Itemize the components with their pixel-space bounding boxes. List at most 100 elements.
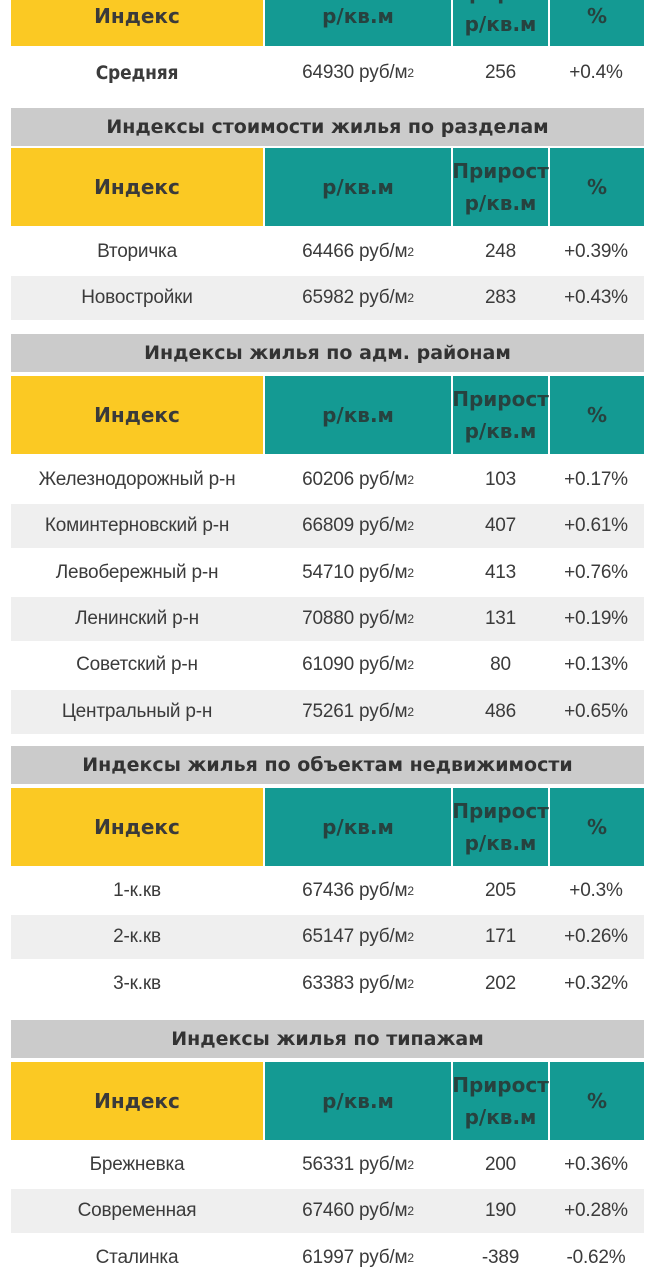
header-index-cell: Индекс: [11, 1062, 263, 1140]
row-price-value: 75261 руб/м: [302, 700, 408, 722]
unit-exponent: 2: [407, 1204, 414, 1219]
unit-exponent: 2: [407, 976, 414, 991]
header-index-label: Индекс: [94, 815, 180, 839]
row-price: 64930 руб/м 2: [302, 62, 414, 83]
row-pct: +0.26%: [564, 926, 628, 948]
row-label: Железнодорожный р-н: [38, 469, 236, 490]
row-price: 64466 руб/м 2: [263, 230, 453, 274]
row-label: 3-к.кв: [113, 972, 161, 994]
table-row: Новостройки 65982 руб/м 2 283 +0.43%: [11, 276, 644, 321]
section-title: Индексы жилья по адм. районам: [11, 334, 644, 372]
table-row: Сталинка 61997 руб/м 2 -389 -0.62%: [11, 1236, 644, 1280]
row-growth: 486: [484, 700, 517, 722]
row-growth: 407: [484, 515, 517, 537]
row-price: 54710 руб/м 2: [263, 551, 453, 595]
row-growth: 131: [484, 607, 517, 629]
header-growth-cell: Прирост р/кв.м: [452, 788, 549, 866]
row-label: Советский р-н: [76, 654, 198, 676]
unit-exponent: 2: [407, 565, 414, 580]
unit-exponent: 2: [407, 291, 414, 306]
row-pct: +0.61%: [564, 515, 628, 537]
row-label: Центральный р-н: [61, 700, 213, 722]
header-price-label: р/кв.м: [322, 815, 394, 839]
header-pct-cell: %: [550, 376, 644, 454]
unit-exponent: 2: [407, 704, 414, 719]
header-pct-label: %: [586, 4, 608, 28]
unit-exponent: 2: [407, 1158, 414, 1172]
unit-exponent: 2: [407, 1250, 414, 1265]
row-pct: +0.39%: [564, 241, 628, 262]
row-pct: +0.76%: [564, 561, 628, 583]
header-index-cell: Индекс: [11, 148, 263, 226]
table-row: Железнодорожный р-н 60206 руб/м 2 103 +0.17%: [11, 458, 644, 502]
row-growth: 283: [484, 287, 517, 309]
header-growth-label-top: Прирост: [452, 159, 549, 183]
row-price: 70880 руб/м 2: [263, 597, 453, 641]
header-pct-label: %: [586, 1089, 608, 1113]
table-row: Вторичка 64466 руб/м 2 248 +0.39%: [11, 230, 644, 274]
table-row: Коминтерновский р-н 66809 руб/м 2 407 +0.61%: [11, 504, 644, 549]
row-label: Коминтерновский р-н: [44, 515, 230, 537]
row-pct: +0.36%: [564, 1154, 628, 1175]
table-row: 2-к.кв 65147 руб/м 2 171 +0.26%: [11, 915, 644, 960]
row-growth: 80: [490, 654, 511, 676]
header-pct-label: %: [586, 403, 608, 427]
row-price-value: 67436 руб/м: [302, 880, 408, 901]
row-price-value: 61090 руб/м: [302, 654, 408, 676]
row-pct: +0.17%: [564, 469, 628, 490]
unit-exponent: 2: [407, 245, 414, 259]
row-label: 1-к.кв: [113, 880, 161, 901]
table-row: Центральный р-н 75261 руб/м 2 486 +0.65%: [11, 689, 644, 734]
header-growth-label-top: Прирост: [452, 0, 549, 8]
row-pct: +0.3%: [569, 880, 623, 901]
unit-exponent: 2: [407, 519, 414, 534]
row-growth: 103: [484, 469, 517, 490]
row-growth: 413: [484, 561, 517, 583]
header-growth-label-bottom: р/кв.м: [464, 831, 537, 855]
table-row: Левобережный р-н 54710 руб/м 2 413 +0.76%: [11, 551, 644, 595]
header-price-cell: р/кв.м: [265, 0, 451, 46]
header-index-label: Индекс: [94, 1089, 180, 1113]
row-growth: 248: [484, 241, 517, 262]
header-growth-cell: Прирост р/кв.м: [452, 148, 549, 226]
row-label: Сталинка: [95, 1246, 179, 1268]
row-price-value: 61997 руб/м: [302, 1246, 408, 1268]
row-price: 65982 руб/м 2: [263, 276, 453, 320]
row-price-value: 54710 руб/м: [302, 561, 408, 583]
row-price: 60206 руб/м 2: [263, 458, 453, 502]
header-price-cell: р/кв.м: [265, 788, 451, 866]
header-price-label: р/кв.м: [322, 403, 394, 427]
header-pct-label: %: [586, 175, 608, 199]
row-label: Ленинский р-н: [75, 607, 199, 629]
row-pct: +0.32%: [564, 972, 628, 994]
header-pct-label: %: [586, 815, 608, 839]
header-growth-cell: Прирост р/кв.м: [452, 0, 549, 46]
row-growth: -389: [481, 1246, 520, 1268]
row-price: 67460 руб/м 2: [263, 1189, 453, 1233]
header-growth-label-bottom: р/кв.м: [464, 191, 537, 215]
row-growth: 205: [484, 880, 517, 901]
header-pct-cell: %: [550, 1062, 644, 1140]
row-pct: +0.28%: [564, 1200, 628, 1222]
header-price-cell: р/кв.м: [265, 1062, 451, 1140]
header-index-cell: Индекс: [11, 0, 263, 46]
row-price: 67436 руб/м 2: [263, 869, 453, 913]
row-label: Вторичка: [97, 241, 177, 262]
unit-exponent: 2: [407, 611, 414, 626]
table-row: Современная 67460 руб/м 2 190 +0.28%: [11, 1189, 644, 1234]
header-price-label: р/кв.м: [322, 4, 394, 28]
row-price: 65147 руб/м 2: [263, 915, 453, 959]
row-pct: +0.43%: [564, 287, 628, 309]
row-label: Средняя: [95, 62, 179, 84]
row-label: Современная: [77, 1200, 197, 1222]
table-row: Ленинский р-н 70880 руб/м 2 131 +0.19%: [11, 596, 644, 641]
row-growth: 256: [484, 62, 517, 83]
row-price-value: 70880 руб/м: [302, 607, 408, 629]
row-price-value: 66809 руб/м: [302, 515, 408, 537]
header-pct-cell: %: [550, 788, 644, 866]
header-growth-label-top: Прирост: [452, 799, 549, 823]
row-growth: 171: [484, 926, 517, 948]
row-price: 61090 руб/м 2: [263, 643, 453, 687]
table-row: Советский р-н 61090 руб/м 2 80 +0.13%: [11, 643, 644, 687]
row-pct: -0.62%: [566, 1246, 626, 1268]
